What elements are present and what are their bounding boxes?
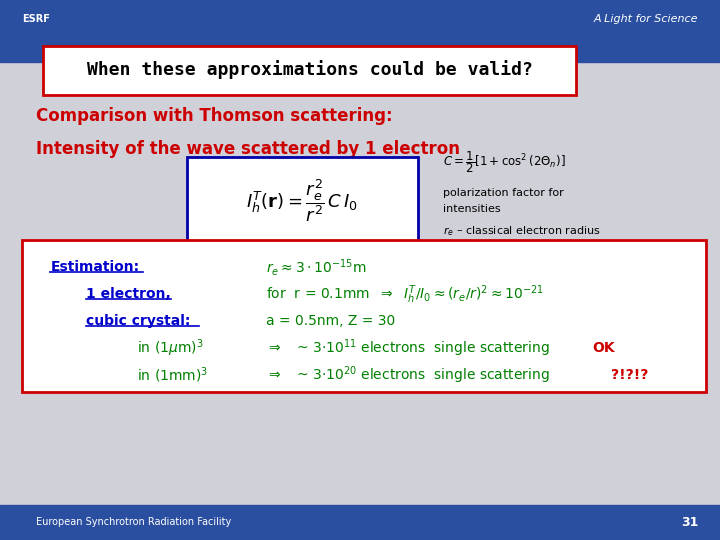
- Text: A Light for Science: A Light for Science: [594, 14, 698, 24]
- Text: for  r = 0.1mm  $\Rightarrow$  $I_h^T/I_0 \approx (r_e/r)^2 \approx 10^{-21}$: for r = 0.1mm $\Rightarrow$ $I_h^T/I_0 \…: [266, 283, 544, 306]
- Text: ?!?!?: ?!?!?: [611, 368, 648, 382]
- FancyBboxPatch shape: [22, 240, 706, 392]
- Text: in (1$\mu$m)$^3$: in (1$\mu$m)$^3$: [137, 338, 203, 359]
- Text: ESRF: ESRF: [22, 14, 50, 24]
- Text: When these approximations could be valid?: When these approximations could be valid…: [86, 59, 533, 79]
- Text: $\Rightarrow$   ~ 3$\cdot$10$^{11}$ electrons  single scattering: $\Rightarrow$ ~ 3$\cdot$10$^{11}$ electr…: [266, 338, 552, 359]
- Text: 1 electron,: 1 electron,: [86, 287, 171, 301]
- Text: polarization factor for: polarization factor for: [443, 188, 564, 198]
- Text: cubic crystal:: cubic crystal:: [86, 314, 191, 328]
- Text: in (1mm)$^3$: in (1mm)$^3$: [137, 366, 208, 385]
- Text: intensities: intensities: [443, 204, 500, 214]
- Bar: [0, 0, 720, 62]
- Text: $\Rightarrow$   ~ 3$\cdot$10$^{20}$ electrons  single scattering: $\Rightarrow$ ~ 3$\cdot$10$^{20}$ electr…: [266, 364, 550, 386]
- Text: $r_e$ – classical electron radius: $r_e$ – classical electron radius: [443, 224, 600, 238]
- FancyBboxPatch shape: [187, 157, 418, 246]
- Text: Intensity of the wave scattered by 1 electron: Intensity of the wave scattered by 1 ele…: [36, 139, 460, 158]
- FancyBboxPatch shape: [43, 46, 576, 94]
- Text: European Synchrotron Radiation Facility: European Synchrotron Radiation Facility: [36, 517, 231, 527]
- Bar: [0, 505, 720, 540]
- Text: 31: 31: [681, 516, 698, 529]
- Text: $C = \dfrac{1}{2}[1+\cos^2(2\Theta_n)]$: $C = \dfrac{1}{2}[1+\cos^2(2\Theta_n)]$: [443, 149, 565, 175]
- Text: $r_e \approx 3\cdot10^{-15}$m: $r_e \approx 3\cdot10^{-15}$m: [266, 257, 367, 278]
- Text: $I_h^T(\mathbf{r}) = \dfrac{r_e^2}{r^2}\,C\,I_0$: $I_h^T(\mathbf{r}) = \dfrac{r_e^2}{r^2}\…: [246, 178, 359, 224]
- Text: Comparison with Thomson scattering:: Comparison with Thomson scattering:: [36, 107, 392, 125]
- Text: Estimation:: Estimation:: [50, 260, 140, 274]
- Text: a = 0.5nm, Z = 30: a = 0.5nm, Z = 30: [266, 314, 396, 328]
- Text: OK: OK: [592, 341, 614, 355]
